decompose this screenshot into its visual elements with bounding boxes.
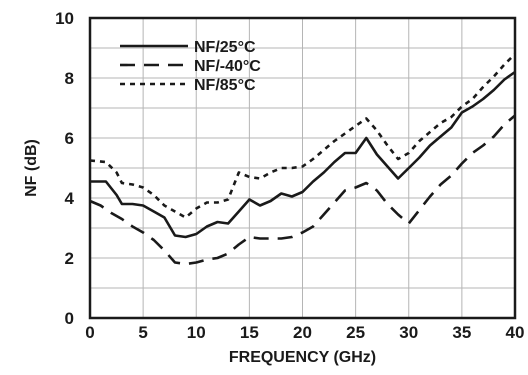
x-tick-label: 0 [85, 323, 94, 342]
x-tick-label: 40 [506, 323, 525, 342]
x-tick-label: 5 [138, 323, 147, 342]
y-tick-label: 4 [65, 189, 75, 208]
y-tick-label: 10 [55, 9, 74, 28]
y-tick-label: 8 [65, 69, 74, 88]
y-axis-ticks: 0 2 4 6 8 10 [55, 9, 74, 328]
x-tick-label: 25 [346, 323, 365, 342]
plot-frame [88, 16, 517, 320]
series-line-2 [89, 114, 516, 266]
series-lines [89, 53, 516, 266]
x-tick-label: 20 [293, 323, 312, 342]
x-tick-label: 10 [187, 323, 206, 342]
x-axis-ticks: 0 5 10 15 20 25 30 35 40 [85, 323, 524, 342]
x-tick-label: 30 [399, 323, 418, 342]
y-tick-label: 2 [65, 249, 74, 268]
y-tick-label: 6 [65, 129, 74, 148]
y-tick-label: 0 [65, 309, 74, 328]
series-line-1 [90, 70, 516, 239]
x-tick-label: 35 [452, 323, 471, 342]
y-axis-label: NF (dB) [23, 139, 40, 197]
series-line-3 [89, 53, 516, 219]
legend-label: NF/-40°C [194, 58, 261, 75]
legend: NF/25°C NF/-40°C NF/85°C [120, 39, 261, 94]
x-tick-label: 15 [240, 323, 259, 342]
legend-label: NF/85°C [194, 77, 256, 94]
x-axis-label: FREQUENCY (GHz) [229, 349, 376, 366]
legend-label: NF/25°C [194, 39, 256, 56]
grid-lines [89, 17, 516, 319]
